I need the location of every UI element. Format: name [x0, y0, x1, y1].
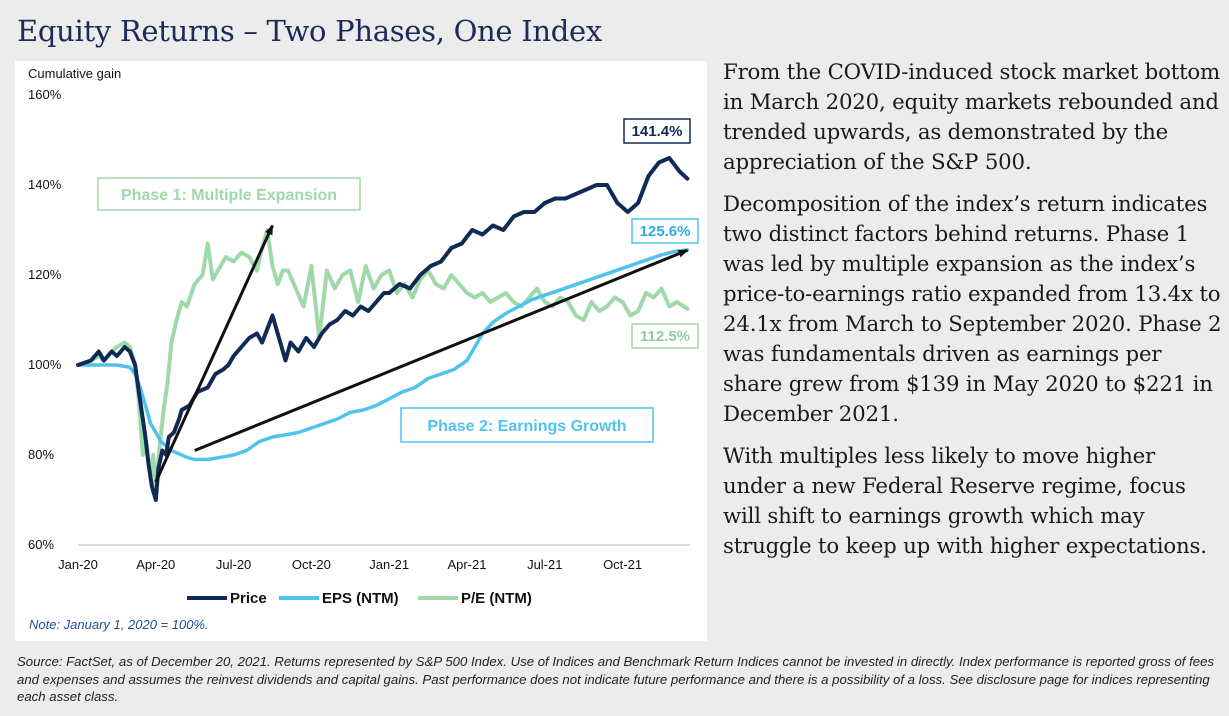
annotation-layer: Phase 1: Multiple Expansion Phase 2: Earn…	[97, 177, 689, 483]
data-label-box-2	[631, 218, 699, 244]
y-tick-label: 80%	[28, 447, 54, 462]
y-tick-label: 120%	[28, 267, 62, 282]
annotation-box-2	[400, 407, 654, 443]
data-label-2: 125.6%	[640, 223, 691, 240]
chart-legend: Price EPS (NTM) P/E (NTM)	[187, 590, 532, 607]
commentary-paragraph-2: Decomposition of the index’s return indi…	[723, 192, 1222, 427]
annotation-arrow-1	[154, 224, 274, 483]
x-tick-label: Jan-21	[369, 557, 409, 572]
chart-panel: Cumulative gain 60% 80% 100% 120% 140% 160% J…	[15, 61, 707, 641]
y-tick-label: 100%	[28, 357, 62, 372]
legend-item-price: Price	[187, 590, 267, 607]
commentary: From the COVID-induced stock market bott…	[723, 58, 1223, 574]
equity-returns-chart: Cumulative gain 60% 80% 100% 120% 140% 160% J…	[28, 66, 699, 632]
legend-label-pe: P/E (NTM)	[461, 590, 532, 607]
y-tick-label: 60%	[28, 537, 54, 552]
legend-item-eps: EPS (NTM)	[279, 590, 399, 607]
data-label-1: 141.4%	[632, 123, 683, 140]
annotation-label-2: Phase 2: Earnings Growth	[427, 418, 626, 435]
annotation-box-1	[97, 177, 361, 211]
series-layer	[76, 156, 690, 502]
x-tick-label: Oct-21	[603, 557, 642, 572]
data-label-3: 112.5%	[640, 328, 690, 345]
annotation-arrow-2	[194, 248, 689, 452]
y-axis-ticks: 60% 80% 100% 120% 140% 160%	[28, 87, 62, 552]
legend-item-pe: P/E (NTM)	[418, 590, 532, 607]
source-footnote: Source: FactSet, as of December 20, 2021…	[17, 654, 1215, 704]
chart-note: Note: January 1, 2020 = 100%.	[29, 617, 209, 632]
data-label-box-3	[631, 323, 699, 349]
legend-label-price: Price	[230, 590, 267, 607]
legend-label-eps: EPS (NTM)	[322, 590, 399, 607]
x-tick-label: Apr-20	[136, 557, 175, 572]
y-tick-label: 140%	[28, 177, 62, 192]
x-tick-label: Oct-20	[292, 557, 331, 572]
x-tick-label: Jul-20	[216, 557, 251, 572]
x-tick-label: Apr-21	[447, 557, 486, 572]
page-title: Equity Returns – Two Phases, One Index	[17, 14, 602, 48]
data-label-layer: 141.4% 125.6% 112.5%	[623, 118, 699, 349]
series-line-eps	[76, 248, 690, 462]
data-label-box-1	[623, 118, 691, 144]
series-line-price	[76, 156, 690, 502]
x-axis-ticks: Jan-20 Apr-20 Jul-20 Oct-20 Jan-21 Apr-21 Jul-…	[58, 557, 642, 572]
y-tick-label: 160%	[28, 87, 62, 102]
y-axis-label: Cumulative gain	[28, 66, 121, 81]
commentary-paragraph-1: From the COVID-induced stock market bott…	[723, 60, 1221, 175]
x-tick-label: Jul-21	[527, 557, 562, 572]
x-tick-label: Jan-20	[58, 557, 98, 572]
annotation-label-1: Phase 1: Multiple Expansion	[121, 187, 337, 204]
commentary-paragraph-3: With multiples less likely to move highe…	[723, 444, 1207, 559]
